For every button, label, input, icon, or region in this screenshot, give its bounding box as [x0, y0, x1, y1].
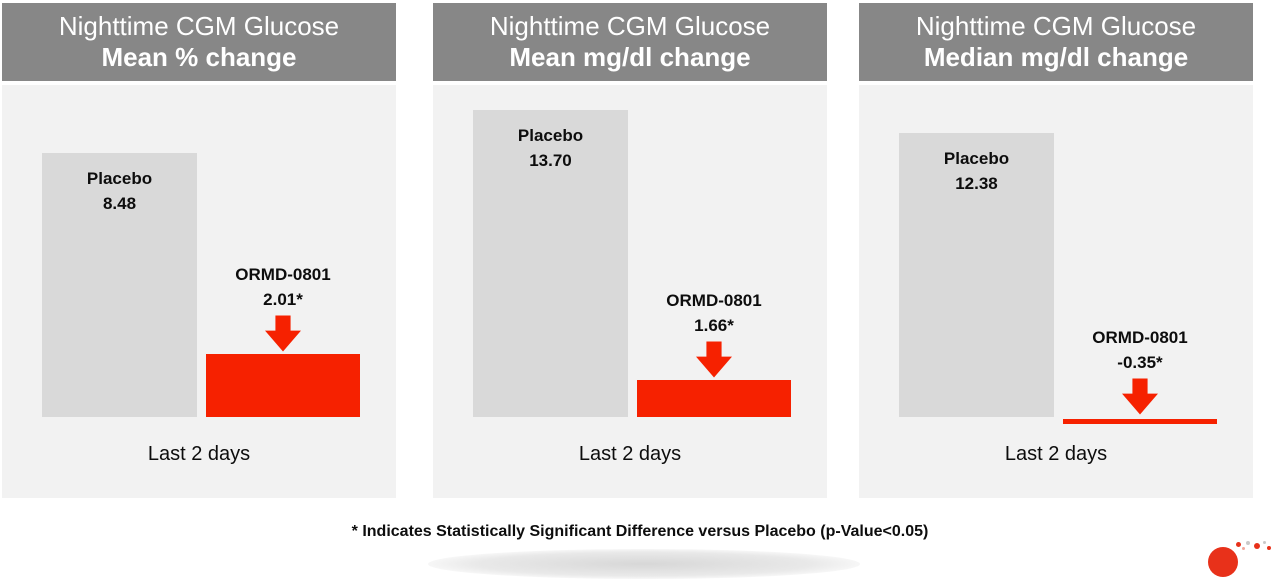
x-axis-label: Last 2 days [578, 443, 682, 465]
panel-title: Nighttime CGM Glucose [489, 11, 771, 41]
down-arrow-icon [696, 341, 732, 378]
dotted-circle-logo-fragment [1200, 535, 1280, 577]
ormd-name-label: ORMD-0801 [235, 265, 331, 284]
placebo-value-label: 8.48 [102, 194, 137, 213]
ormd-annotation: ORMD-0801 2.01* [186, 262, 380, 352]
ormd-bar-label: ORMD-0801 2.01* [235, 262, 330, 312]
logo-dot [1242, 547, 1245, 550]
panel-subtitle: Median mg/dl change [923, 42, 1189, 72]
logo-dot [1267, 546, 1271, 550]
placebo-bar: Placebo 12.38 [899, 133, 1054, 417]
panel-header: Nighttime CGM Glucose Mean mg/dl change [433, 3, 827, 81]
logo-dot [1254, 543, 1260, 549]
down-arrow-icon [265, 315, 301, 352]
chart-panel-mean-mgdl-change: Nighttime CGM Glucose Mean mg/dl change … [433, 3, 827, 498]
panel-subtitle: Mean % change [101, 42, 297, 72]
ormd-value-label: -0.35* [1117, 353, 1163, 372]
panel-subtitle: Mean mg/dl change [509, 42, 751, 72]
ormd-value-label: 2.01* [263, 290, 303, 309]
placebo-bar-label: Placebo 12.38 [899, 146, 1054, 196]
placebo-value-label: 12.38 [955, 174, 998, 193]
placebo-value-label: 13.70 [529, 151, 572, 170]
logo-dot [1263, 541, 1266, 544]
ormd-bar-label: ORMD-0801 1.66* [666, 288, 761, 338]
chart-panel-median-mgdl-change: Nighttime CGM Glucose Median mg/dl chang… [859, 3, 1253, 498]
bottom-shape-fragment [428, 549, 860, 579]
placebo-bar: Placebo 8.48 [42, 153, 197, 417]
x-axis-label: Last 2 days [1004, 443, 1108, 465]
ormd-name-label: ORMD-0801 [1092, 328, 1188, 347]
ormd-bar [1063, 419, 1217, 424]
plot-area: Placebo 13.70 ORMD-0801 1.66* Last 2 day… [433, 85, 827, 498]
placebo-bar-label: Placebo 13.70 [473, 123, 628, 173]
placebo-name-label: Placebo [517, 126, 584, 145]
placebo-name-label: Placebo [86, 169, 153, 188]
placebo-bar-label: Placebo 8.48 [42, 166, 197, 216]
panel-title: Nighttime CGM Glucose [915, 11, 1197, 41]
ormd-bar [637, 380, 791, 417]
logo-dot [1246, 541, 1250, 545]
panel-header: Nighttime CGM Glucose Mean % change [2, 3, 396, 81]
placebo-bar: Placebo 13.70 [473, 110, 628, 417]
down-arrow-icon [1122, 378, 1158, 415]
panel-header: Nighttime CGM Glucose Median mg/dl chang… [859, 3, 1253, 81]
chart-panel-mean-percent-change: Nighttime CGM Glucose Mean % change Plac… [2, 3, 396, 498]
plot-area: Placebo 12.38 ORMD-0801 -0.35* Last 2 da… [859, 85, 1253, 498]
ormd-value-label: 1.66* [694, 316, 734, 335]
plot-area: Placebo 8.48 ORMD-0801 2.01* Last 2 days [2, 85, 396, 498]
logo-dot [1208, 547, 1238, 577]
panel-title: Nighttime CGM Glucose [58, 11, 340, 41]
x-axis-label: Last 2 days [147, 443, 251, 465]
logo-dot [1236, 542, 1241, 547]
ormd-annotation: ORMD-0801 1.66* [617, 288, 811, 378]
placebo-name-label: Placebo [943, 149, 1010, 168]
ormd-annotation: ORMD-0801 -0.35* [1043, 325, 1237, 415]
ormd-bar-label: ORMD-0801 -0.35* [1092, 325, 1187, 375]
significance-footnote: * Indicates Statistically Significant Di… [351, 523, 929, 540]
ormd-name-label: ORMD-0801 [666, 291, 762, 310]
ormd-bar [206, 354, 360, 417]
